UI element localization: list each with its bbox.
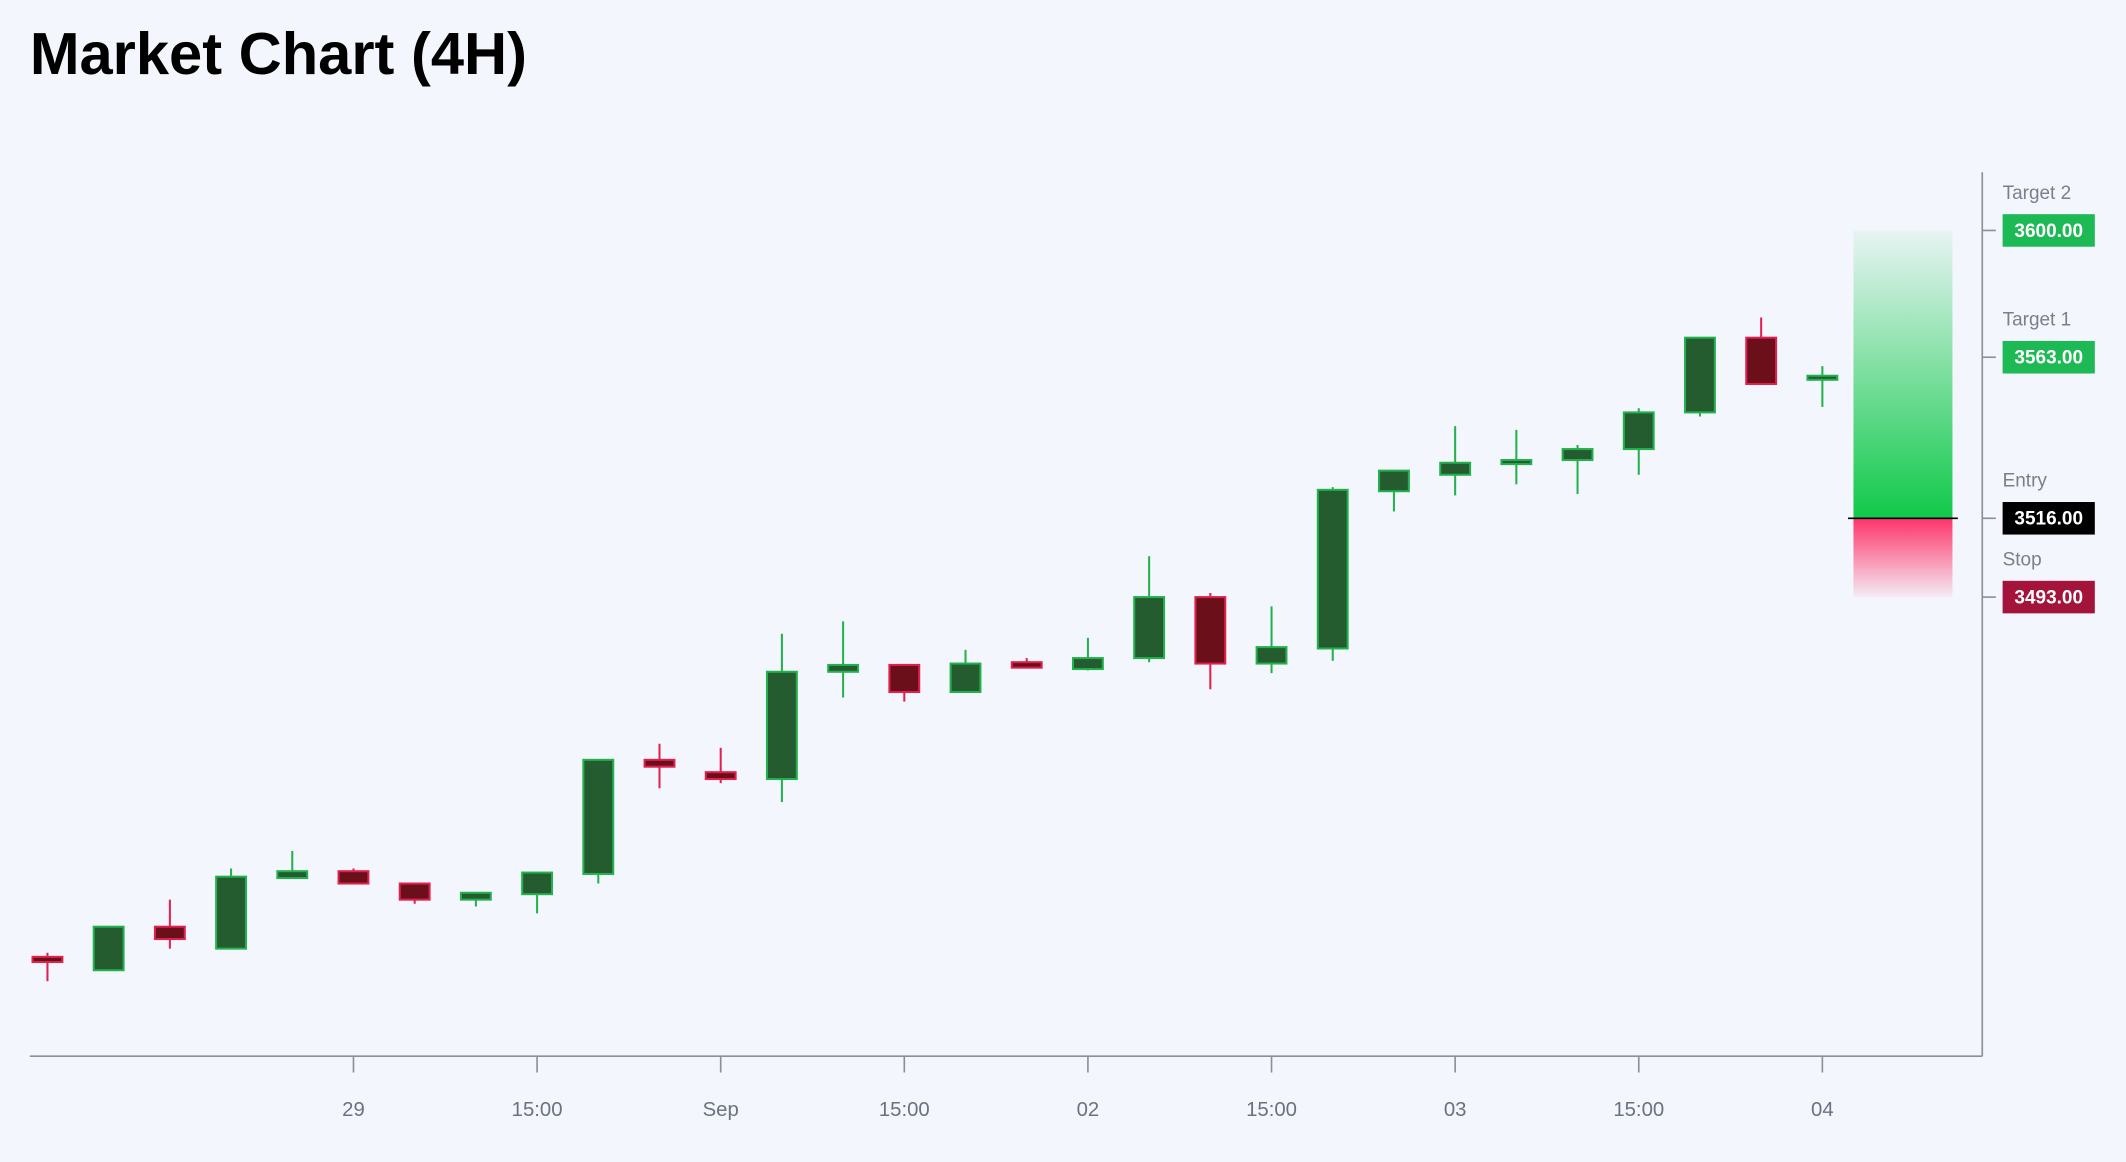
candle-body bbox=[1439, 461, 1472, 476]
candle-body bbox=[459, 891, 492, 901]
candle-body bbox=[1133, 596, 1166, 660]
candle-body bbox=[643, 758, 676, 768]
x-tick-label: 29 bbox=[342, 1099, 365, 1121]
candle-body bbox=[1316, 488, 1349, 650]
x-tick-label: 03 bbox=[1444, 1099, 1467, 1121]
x-tick-label: Sep bbox=[703, 1099, 739, 1121]
level-name: Entry bbox=[2003, 471, 2048, 492]
level-value-label: 3516.00 bbox=[2014, 509, 2083, 530]
candle-body bbox=[31, 955, 64, 964]
candle-body bbox=[1071, 657, 1104, 671]
level-name: Stop bbox=[2003, 549, 2042, 570]
level-name: Target 1 bbox=[2003, 310, 2072, 331]
candle-body bbox=[827, 663, 860, 673]
loss-zone bbox=[1853, 518, 1953, 598]
level-label-box bbox=[2002, 502, 2095, 535]
candle-body bbox=[1561, 448, 1594, 462]
candle-body bbox=[949, 662, 982, 694]
candle-body bbox=[1745, 336, 1778, 385]
candle-body bbox=[1194, 596, 1227, 665]
candle-body bbox=[215, 875, 247, 950]
candle-body bbox=[92, 925, 125, 972]
x-tick-label: 15:00 bbox=[879, 1099, 930, 1121]
candle-body bbox=[1255, 646, 1288, 665]
candle-body bbox=[398, 882, 431, 901]
candle-body bbox=[582, 758, 615, 875]
candle-body bbox=[1684, 336, 1716, 414]
x-tick-label: 02 bbox=[1077, 1099, 1100, 1121]
x-tick-label: 15:00 bbox=[1613, 1099, 1664, 1121]
x-tick-label: 15:00 bbox=[512, 1099, 563, 1121]
candle-body bbox=[337, 870, 370, 885]
candle-body bbox=[1500, 459, 1533, 466]
candle-body bbox=[153, 925, 186, 941]
candle-body bbox=[1806, 374, 1839, 381]
x-tick-label: 15:00 bbox=[1246, 1099, 1297, 1121]
level-value-label: 3600.00 bbox=[2014, 221, 2083, 242]
candle-body bbox=[765, 670, 798, 781]
candle-body bbox=[1010, 661, 1043, 669]
candle-body bbox=[888, 663, 921, 694]
level-label-box bbox=[2002, 340, 2095, 374]
candle-body bbox=[1378, 469, 1410, 493]
chart-title: Market Chart (4H) bbox=[30, 20, 527, 87]
candle-body bbox=[704, 771, 737, 781]
level-value-label: 3563.00 bbox=[2014, 348, 2083, 369]
x-tick-label: 04 bbox=[1811, 1099, 1834, 1121]
level-name: Target 2 bbox=[2003, 183, 2072, 204]
level-label-box bbox=[2002, 580, 2095, 614]
level-value-label: 3493.00 bbox=[2014, 587, 2083, 608]
candle-body bbox=[521, 871, 554, 896]
candle-body bbox=[276, 870, 309, 880]
level-label-box bbox=[2002, 214, 2095, 247]
profit-zone bbox=[1853, 230, 1953, 519]
candle-body bbox=[1622, 411, 1655, 451]
